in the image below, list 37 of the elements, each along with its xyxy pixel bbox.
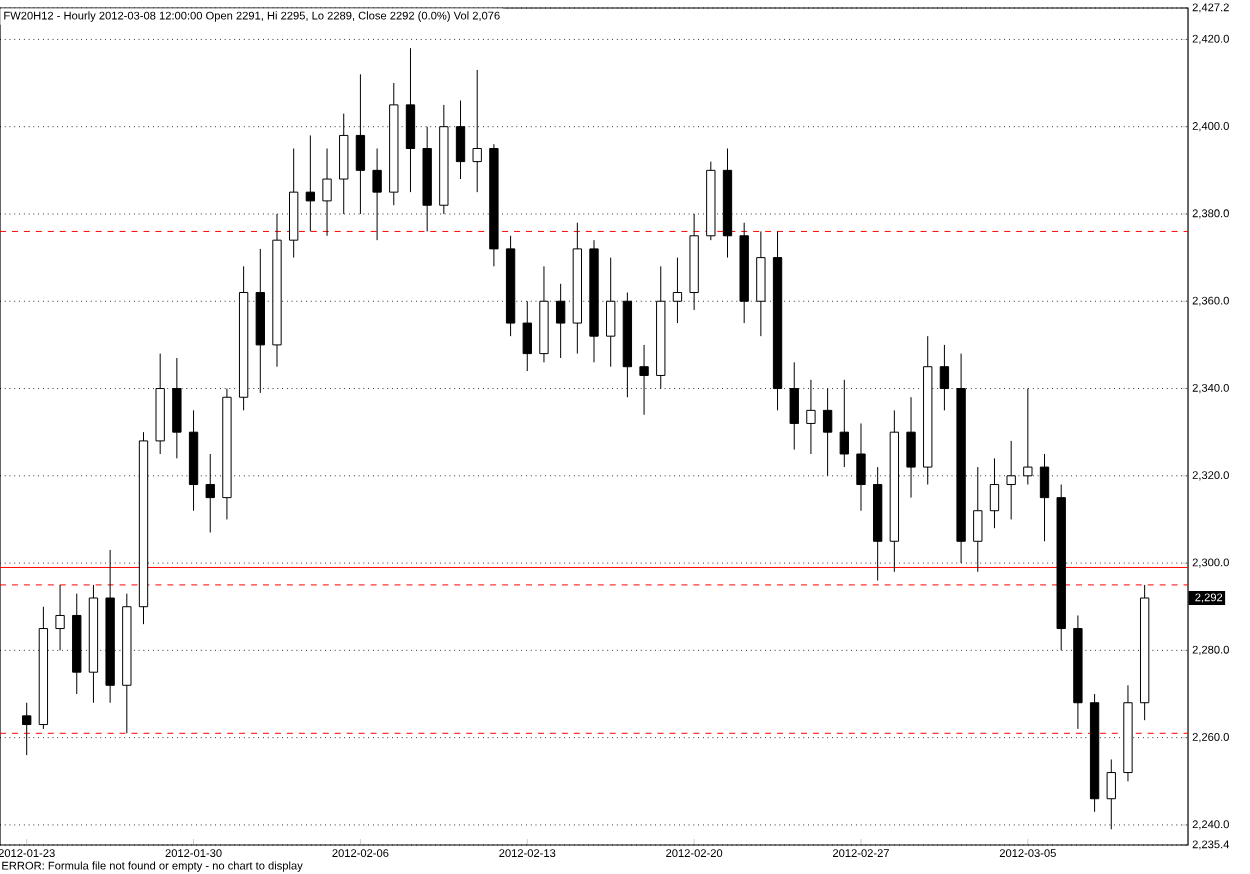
- candlestick: [639, 344, 649, 416]
- x-tick-label: 2012-02-06: [332, 849, 389, 857]
- chart-title: FW20H12 - Hourly 2012-03-08 12:00:00 Open 2291, Hi 2295, Lo 2289, Close 2292 (0.0%) Vol 2,076: [4, 11, 500, 22]
- candlestick: [672, 257, 683, 324]
- x-tick-label: 2012-02-20: [666, 849, 723, 857]
- candlestick: [822, 388, 833, 477]
- y-tick-label: 2,340.0: [1192, 383, 1229, 394]
- candlestick: [806, 379, 816, 455]
- candlestick: [1006, 440, 1016, 520]
- candlestick: [305, 134, 316, 232]
- y-tick-label: 2,260.0: [1192, 733, 1229, 743]
- text: ERROR: Formula file not found or empty - no chart to display: [2, 861, 303, 872]
- candlestick: [939, 344, 950, 411]
- y-tick-label: 2,280.0: [1192, 645, 1229, 655]
- y-tick-label: 2,235.4: [1192, 840, 1230, 850]
- y-tick-label: 2,400.0: [1192, 122, 1229, 132]
- y-tick-label: 2,380.0: [1192, 209, 1229, 219]
- y-tick-label: 2,240.0: [1192, 820, 1229, 830]
- candlestick: [1023, 388, 1033, 486]
- candlestick: [555, 283, 566, 359]
- y-tick-label: 2,427.2: [1192, 3, 1229, 13]
- candlestick: [839, 379, 849, 468]
- candlestick: [55, 584, 65, 651]
- text: 2,292: [1195, 593, 1223, 603]
- y-tick-label: 2,300.0: [1192, 558, 1229, 568]
- x-tick-label: 2012-01-30: [165, 849, 222, 857]
- y-tick-label: 2,360.0: [1192, 296, 1229, 306]
- candlestick: [322, 148, 332, 237]
- candlestick: [205, 453, 215, 534]
- y-tick-label: 2,320.0: [1192, 471, 1229, 481]
- x-tick-label: 2012-02-13: [499, 849, 556, 857]
- x-tick-label: 2012-02-27: [833, 849, 889, 857]
- candlestick: [22, 702, 32, 756]
- x-tick-label: 2012-03-05: [999, 849, 1056, 857]
- candlestick: [372, 148, 382, 241]
- y-tick-label: 2,420.0: [1192, 34, 1229, 45]
- candlestick: [472, 69, 482, 193]
